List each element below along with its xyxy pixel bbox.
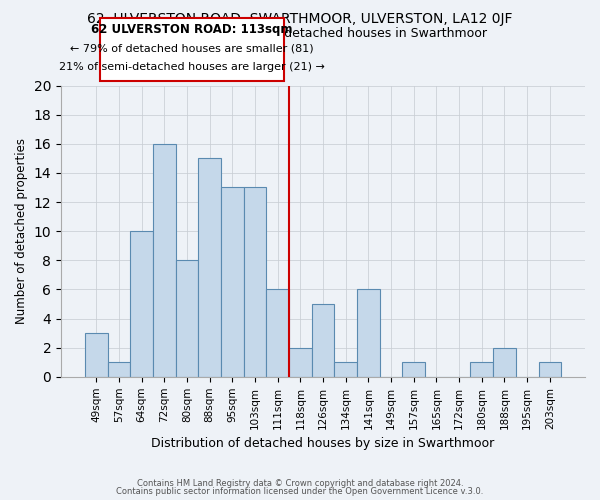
Text: Size of property relative to detached houses in Swarthmoor: Size of property relative to detached ho… [113,28,487,40]
Y-axis label: Number of detached properties: Number of detached properties [15,138,28,324]
Bar [153,144,176,377]
Text: 62 ULVERSTON ROAD: 113sqm: 62 ULVERSTON ROAD: 113sqm [91,23,293,36]
Text: Contains HM Land Registry data © Crown copyright and database right 2024.: Contains HM Land Registry data © Crown c… [137,478,463,488]
Bar [266,290,289,377]
Text: 62, ULVERSTON ROAD, SWARTHMOOR, ULVERSTON, LA12 0JF: 62, ULVERSTON ROAD, SWARTHMOOR, ULVERSTO… [87,12,513,26]
Text: Contains public sector information licensed under the Open Government Licence v.: Contains public sector information licen… [116,487,484,496]
Bar [130,231,153,377]
Bar [244,188,266,377]
Bar [107,362,130,377]
Bar [470,362,493,377]
X-axis label: Distribution of detached houses by size in Swarthmoor: Distribution of detached houses by size … [151,437,494,450]
Text: ← 79% of detached houses are smaller (81): ← 79% of detached houses are smaller (81… [70,43,314,53]
Bar [311,304,334,377]
Bar [198,158,221,377]
Bar [539,362,561,377]
Bar [85,333,107,377]
Bar [403,362,425,377]
Bar [334,362,357,377]
Bar [493,348,516,377]
Bar [221,188,244,377]
Bar [289,348,311,377]
Bar [357,290,380,377]
Bar [176,260,198,377]
Text: 21% of semi-detached houses are larger (21) →: 21% of semi-detached houses are larger (… [59,62,325,72]
